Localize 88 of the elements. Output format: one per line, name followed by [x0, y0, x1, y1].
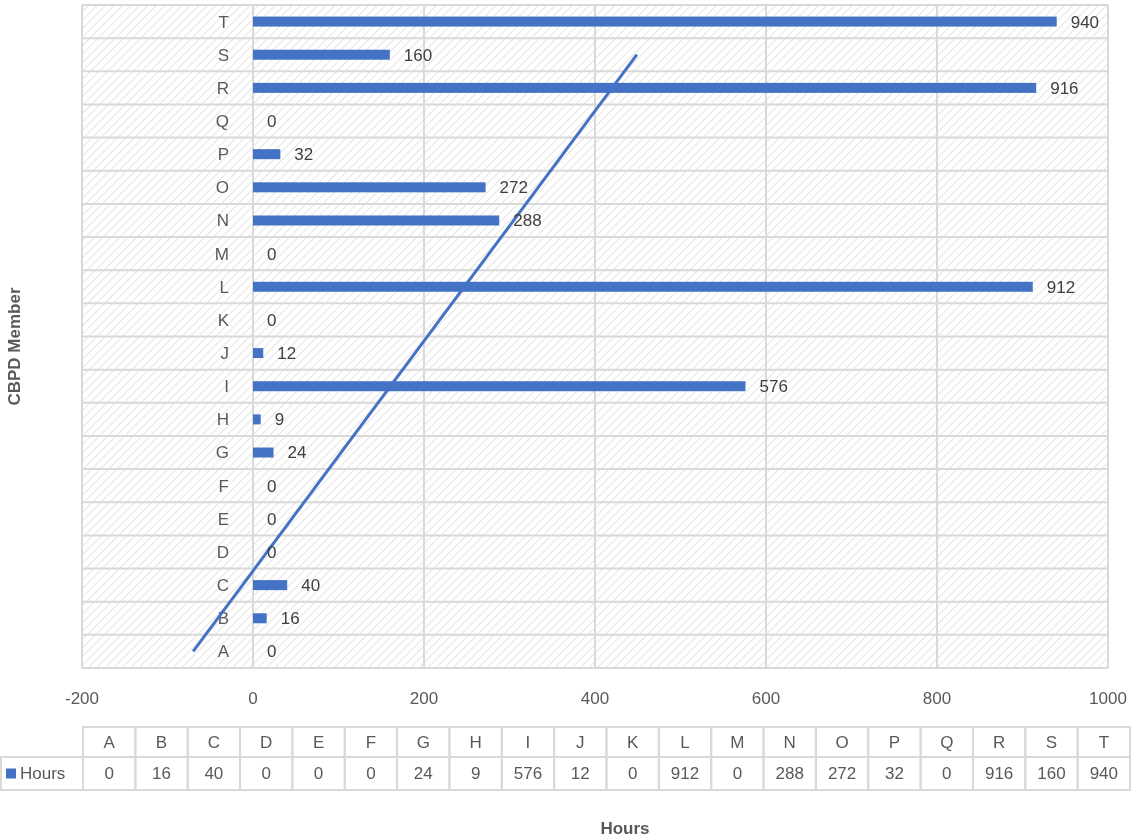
y-tick-label: H: [216, 410, 229, 430]
data-label: 32: [294, 145, 314, 165]
y-tick-label: P: [217, 145, 229, 165]
x-tick-label: 0: [248, 688, 258, 708]
x-tick-label: -200: [64, 688, 100, 708]
data-label: 0: [267, 542, 277, 562]
category-label: B: [155, 732, 168, 752]
text: 0: [261, 764, 271, 784]
y-tick-label: J: [220, 344, 229, 364]
data-label: 0: [267, 476, 277, 496]
text: 0: [366, 764, 376, 784]
category-label: K: [627, 732, 639, 752]
legend-label: Hours: [20, 764, 66, 784]
text: 32: [884, 764, 904, 784]
text: 12: [570, 764, 590, 784]
data-label: 272: [499, 178, 528, 198]
x-tick-label: 800: [922, 688, 952, 708]
category-label: M: [730, 732, 745, 752]
category-label: H: [469, 732, 482, 752]
category-label: A: [103, 732, 115, 752]
data-label: 16: [280, 609, 300, 629]
data-label: 0: [267, 642, 277, 662]
y-tick-label: S: [217, 45, 229, 65]
data-label: 0: [267, 244, 277, 264]
text: 160: [1037, 764, 1066, 784]
category-label: E: [312, 732, 325, 752]
data-label: 288: [513, 211, 542, 231]
text: Hours: [600, 818, 650, 838]
text: 0: [942, 764, 952, 784]
data-label: 912: [1046, 277, 1076, 297]
x-tick-label: 600: [751, 688, 781, 708]
text: 912: [670, 764, 700, 784]
data-label: 0: [267, 310, 277, 330]
category-label: R: [992, 732, 1006, 752]
text: 24: [413, 764, 433, 784]
x-tick-label: 200: [409, 688, 439, 708]
category-label: L: [680, 732, 690, 752]
text: 40: [204, 764, 224, 784]
y-tick-label: T: [218, 12, 229, 32]
y-tick-label: L: [219, 277, 229, 297]
data-label: 40: [301, 576, 321, 596]
text: 940: [1089, 764, 1119, 784]
text: 9: [470, 764, 481, 784]
category-label: D: [260, 732, 273, 752]
y-tick-label: I: [224, 377, 229, 397]
data-label: 24: [287, 443, 307, 463]
category-label: P: [888, 732, 901, 752]
data-label: 160: [403, 45, 433, 65]
category-label: J: [576, 732, 585, 752]
y-axis-title: CBPD Member: [5, 287, 24, 406]
y-tick-label: O: [215, 178, 229, 198]
text: 272: [827, 764, 857, 784]
y-tick-label: A: [217, 642, 230, 662]
text: 0: [627, 764, 638, 784]
category-label: F: [365, 732, 377, 752]
data-label: 940: [1070, 12, 1100, 32]
text: 576: [513, 764, 543, 784]
y-tick-label: E: [217, 509, 229, 529]
y-tick-label: N: [216, 211, 229, 231]
category-label: S: [1045, 732, 1058, 752]
y-tick-label: Q: [215, 111, 229, 131]
category-label: N: [783, 732, 796, 752]
x-tick-label: 1000: [1089, 688, 1127, 708]
text: 16: [152, 764, 171, 784]
category-label: T: [1098, 732, 1110, 752]
data-label: 0: [267, 509, 277, 529]
y-tick-label: G: [215, 443, 229, 463]
text: 0: [732, 764, 743, 784]
data-label: 9: [274, 410, 285, 430]
text: 0: [104, 764, 114, 784]
data-label: 0: [267, 111, 277, 131]
text: 288: [775, 764, 804, 784]
category-label: I: [525, 732, 531, 752]
category-label: O: [835, 732, 849, 752]
text: 0: [313, 764, 324, 784]
category-label: Q: [940, 732, 954, 752]
y-tick-label: C: [216, 576, 229, 596]
data-label: 916: [1050, 78, 1079, 98]
y-tick-label: D: [216, 542, 229, 562]
text: 916: [984, 764, 1014, 784]
y-tick-label: R: [216, 78, 229, 98]
x-tick-label: 400: [580, 688, 610, 708]
category-label: G: [416, 732, 430, 752]
y-tick-label: K: [217, 310, 230, 330]
data-label: 12: [277, 344, 297, 364]
y-tick-label: M: [214, 244, 229, 264]
data-label: 576: [759, 377, 788, 397]
y-tick-label: F: [218, 476, 229, 496]
